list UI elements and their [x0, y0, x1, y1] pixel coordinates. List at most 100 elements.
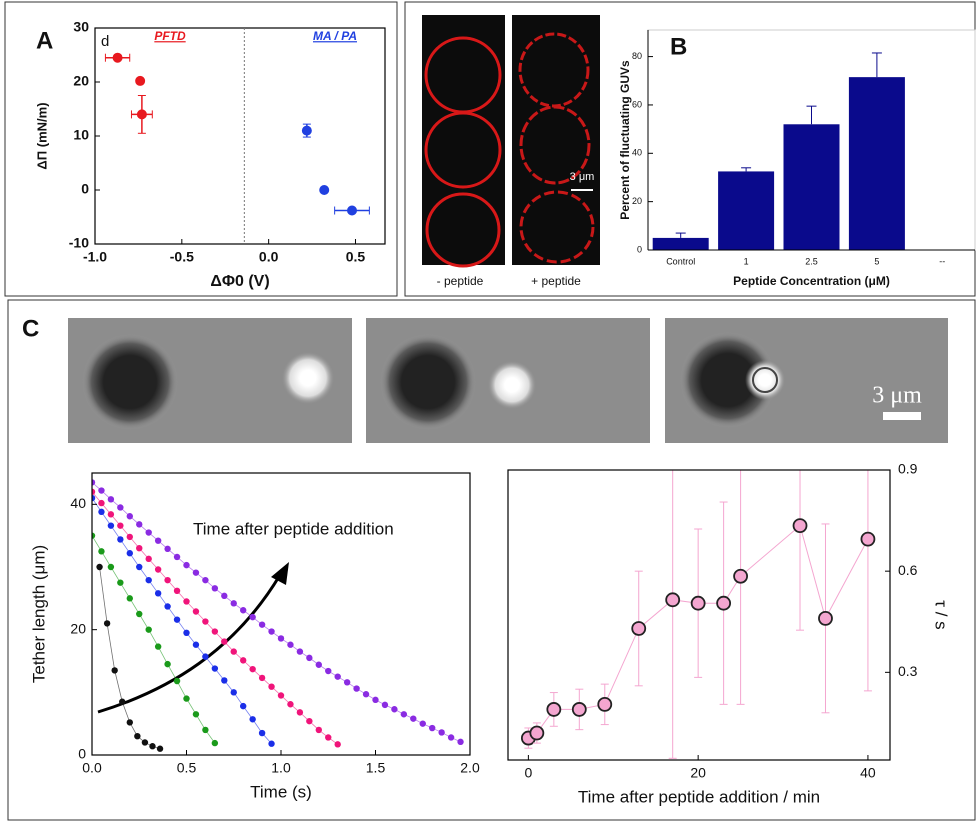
point	[117, 522, 124, 529]
point	[135, 75, 146, 86]
point	[230, 648, 237, 655]
point	[306, 717, 313, 725]
y-axis-label: ΔΠ (mN/m)	[34, 102, 49, 169]
plot	[92, 479, 464, 752]
plot-frame	[94, 27, 386, 245]
y-tick-label: 0	[81, 181, 89, 197]
point	[107, 563, 115, 571]
bar	[848, 77, 905, 250]
y-tick-label: 30	[73, 19, 89, 35]
point	[136, 610, 143, 618]
point	[126, 533, 133, 541]
bar	[718, 171, 775, 250]
point	[296, 709, 304, 716]
point	[429, 724, 436, 732]
x-tick-label: 2.5	[805, 256, 818, 266]
point	[240, 702, 247, 710]
scale-label: 3 μm	[570, 171, 595, 183]
point	[211, 739, 219, 747]
arrow	[97, 574, 282, 714]
point	[141, 739, 149, 746]
point	[546, 702, 562, 717]
point	[410, 715, 417, 722]
x-tick-label: 0.0	[82, 760, 102, 776]
panel-letter: C	[22, 315, 39, 342]
x-tick-label: -0.5	[170, 249, 194, 265]
point	[258, 674, 266, 682]
point	[258, 621, 266, 628]
x-tick-label: 40	[860, 765, 876, 781]
point	[447, 734, 455, 741]
point	[419, 720, 426, 727]
point	[334, 741, 341, 748]
point	[249, 613, 256, 621]
point	[173, 677, 181, 685]
y-tick-label: 0	[78, 746, 86, 762]
point	[391, 706, 398, 713]
point	[112, 52, 123, 63]
bar	[783, 124, 840, 250]
y-tick-label: 80	[632, 51, 642, 61]
point	[117, 536, 124, 543]
point	[126, 550, 133, 557]
point	[92, 479, 96, 486]
point	[211, 665, 219, 672]
point	[98, 487, 105, 494]
point	[98, 499, 105, 507]
point	[529, 725, 545, 741]
point	[149, 743, 156, 750]
point	[145, 576, 152, 584]
x-tick-label: 20	[690, 765, 706, 781]
point	[145, 555, 152, 563]
point	[249, 665, 256, 673]
point	[230, 600, 237, 607]
point	[164, 576, 171, 584]
plot	[520, 470, 876, 759]
arrowhead	[271, 562, 289, 585]
point	[438, 729, 445, 736]
scale-label: 3 μm	[872, 383, 922, 409]
point	[92, 494, 96, 502]
panel-letter: A	[36, 27, 53, 54]
point	[192, 608, 200, 615]
point	[136, 545, 143, 552]
point	[372, 696, 379, 704]
y-tick-label: 20	[73, 73, 89, 89]
y-tick-label: 20	[632, 196, 642, 206]
plot	[652, 52, 905, 250]
point	[381, 701, 389, 709]
point	[268, 740, 275, 747]
annotation: PFTD	[154, 29, 186, 43]
point	[107, 496, 115, 503]
point	[164, 603, 171, 610]
point	[173, 553, 181, 561]
point	[315, 726, 322, 734]
x-axis-label: Time (s)	[250, 782, 312, 801]
point	[154, 643, 162, 650]
y-axis-label: τ / s	[932, 600, 951, 629]
point	[111, 667, 118, 674]
point	[164, 545, 171, 553]
point	[240, 607, 247, 614]
image-label: + peptide	[531, 274, 581, 288]
point	[571, 702, 587, 717]
y-tick-label: 0.9	[898, 461, 918, 477]
fit-line	[92, 482, 461, 743]
point	[221, 638, 228, 645]
point	[325, 667, 332, 675]
fluorescence-images	[422, 15, 600, 268]
y-tick-label: 0	[637, 244, 642, 254]
point	[319, 185, 330, 195]
point	[126, 513, 133, 520]
point	[98, 548, 105, 555]
x-tick-label: 0.5	[177, 760, 197, 776]
point	[96, 563, 103, 571]
annotation: MA / PA	[313, 29, 357, 43]
point	[334, 673, 341, 680]
point	[221, 677, 228, 684]
point	[145, 529, 152, 536]
point	[183, 598, 190, 605]
point	[202, 576, 209, 584]
